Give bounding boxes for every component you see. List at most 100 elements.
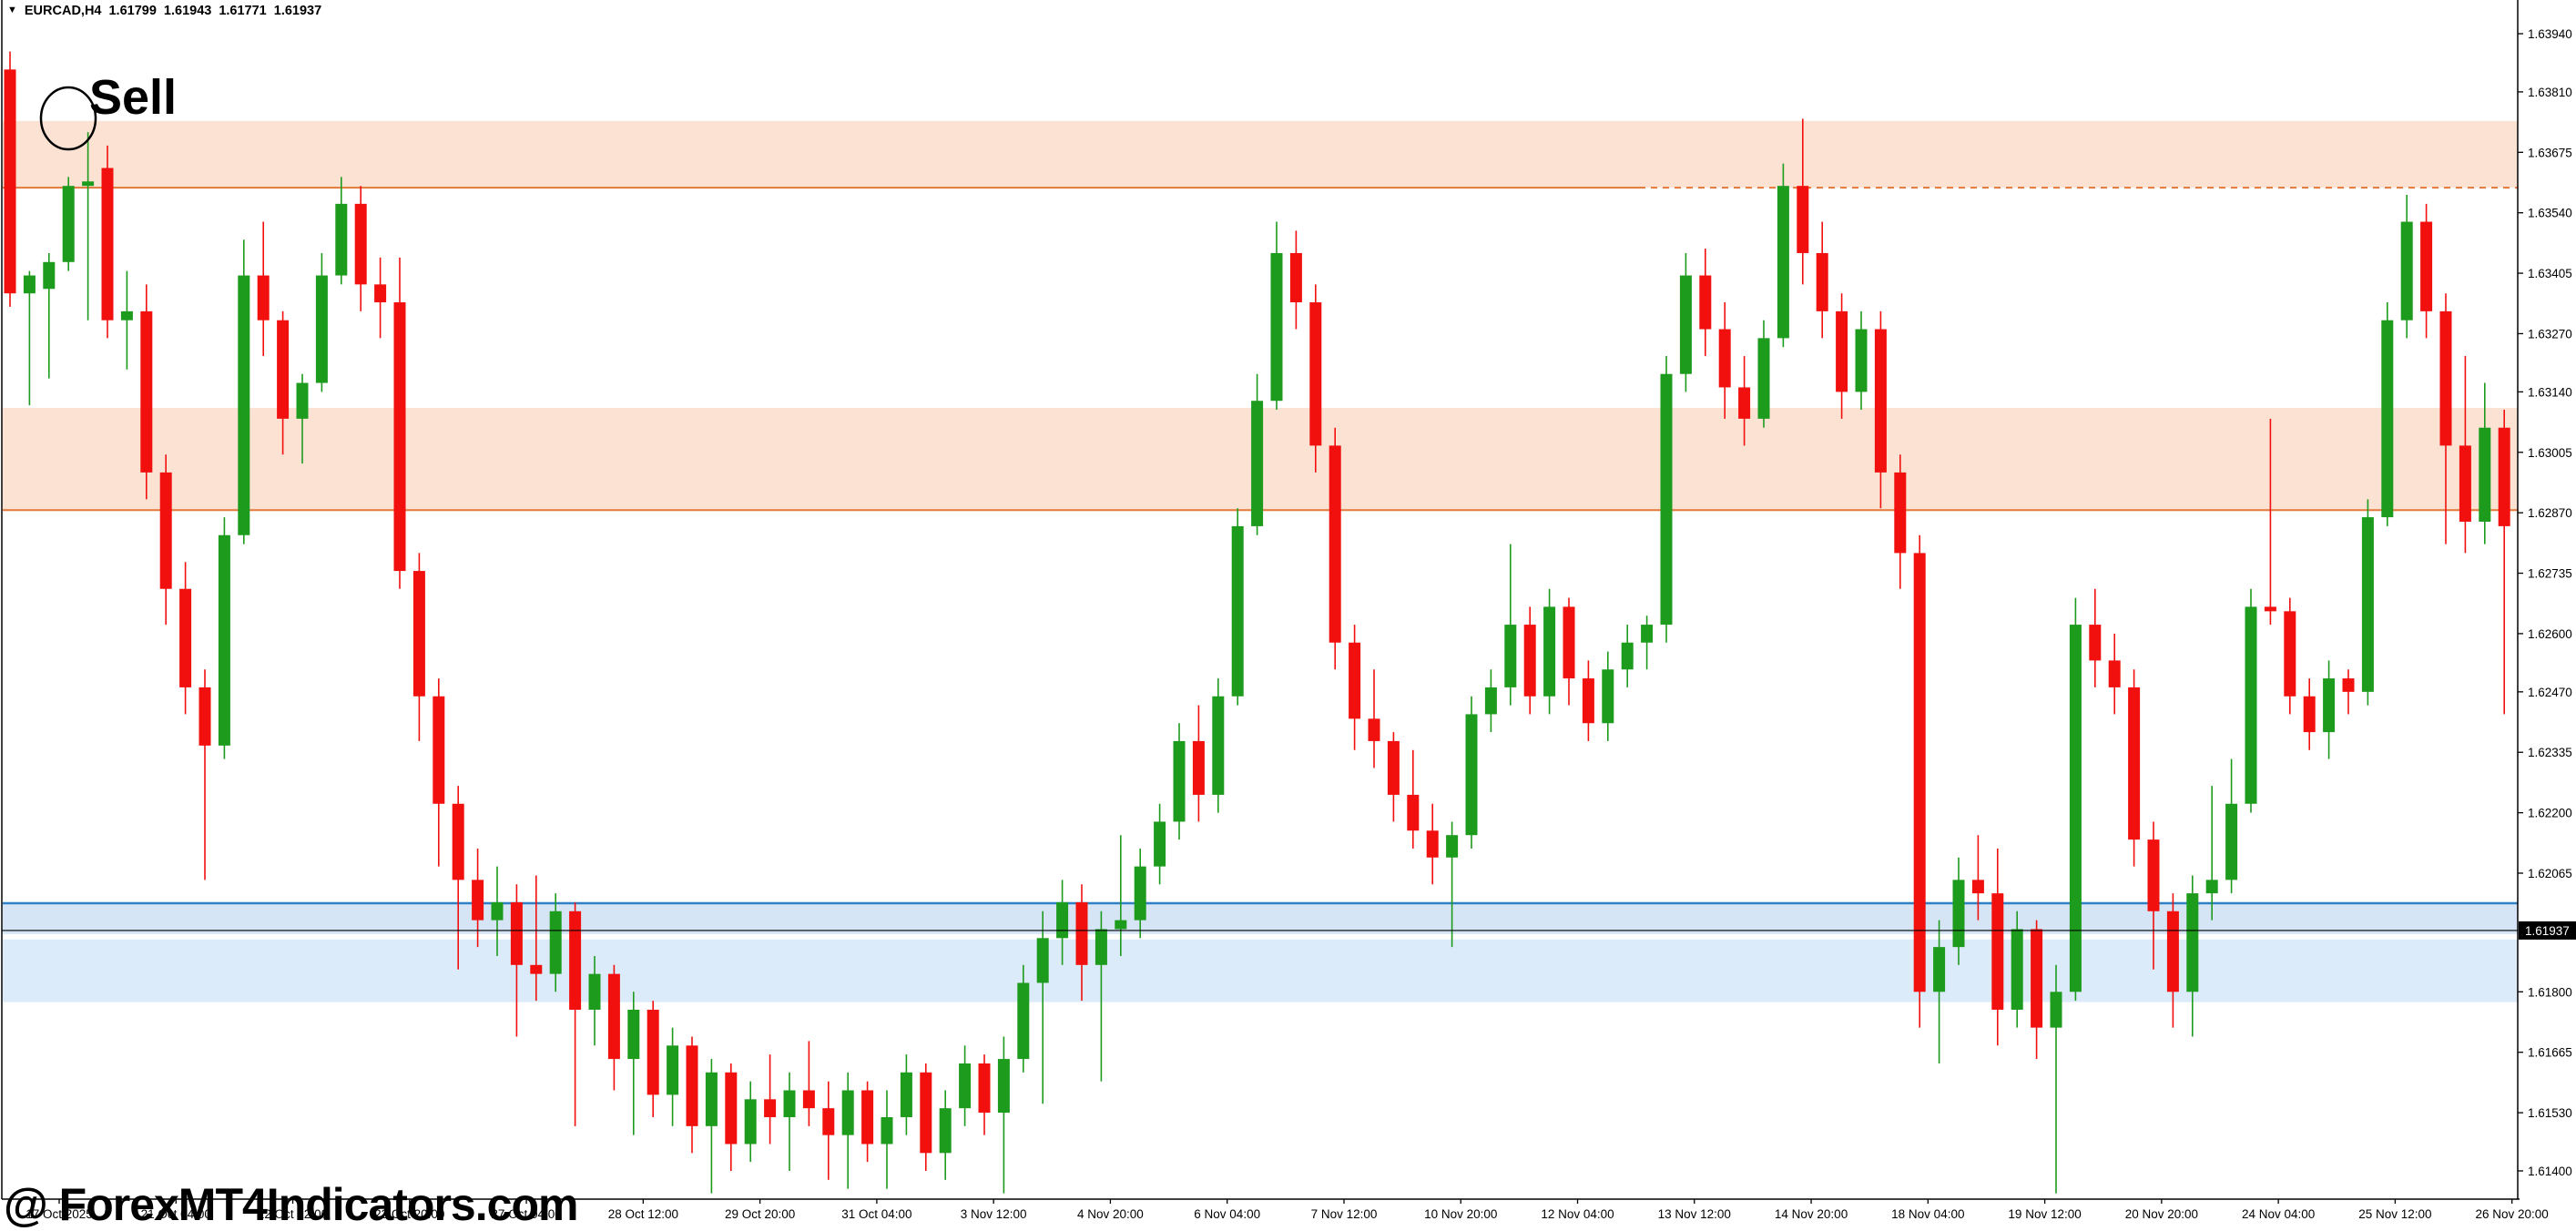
candle-body [2089, 625, 2102, 661]
candle-body [1602, 669, 1614, 724]
candle-body [841, 1090, 854, 1135]
candle-body [1699, 275, 1712, 330]
demand-zone-lower [3, 939, 2518, 1002]
candle-body [920, 1072, 932, 1154]
candle-body [2108, 660, 2121, 687]
candle-body [277, 320, 290, 419]
candle-body [2284, 611, 2296, 697]
candle-body [744, 1099, 757, 1145]
candle-body [783, 1090, 796, 1117]
candle-body [1387, 740, 1400, 795]
candle-body [1991, 893, 2004, 1010]
candle-body [1056, 901, 1069, 939]
ohlc-open: 1.61799 [108, 4, 157, 18]
price-label: 1.61665 [2528, 1046, 2572, 1060]
candle-body [881, 1116, 893, 1145]
candle-body [822, 1108, 835, 1135]
candle-body [199, 687, 211, 746]
candle-body [1582, 678, 1594, 724]
time-label: 28 Oct 12:00 [608, 1207, 678, 1221]
candle-body [2381, 320, 2394, 518]
candle-body [393, 302, 406, 572]
candle-body [647, 1009, 659, 1095]
candle-body [2264, 606, 2276, 612]
demand-zone-upper [3, 902, 2518, 934]
candle-body [1563, 606, 1575, 679]
time-label: 24 Nov 04:00 [2242, 1207, 2315, 1221]
candle-body [686, 1045, 698, 1126]
candle-body [1504, 625, 1517, 687]
candle-body [1933, 947, 1946, 992]
time-label: 22 Oct 12:00 [258, 1207, 328, 1221]
price-label: 1.62065 [2528, 867, 2572, 880]
price-label: 1.61800 [2528, 985, 2572, 999]
candle-body [1115, 920, 1127, 930]
candle-body [1777, 186, 1789, 339]
symbol-dropdown-icon[interactable]: ▼ [7, 5, 17, 15]
candle-body [2205, 880, 2218, 894]
candle-body [1095, 929, 1107, 965]
candle-body [1523, 625, 1536, 697]
candle-body [1329, 445, 1341, 643]
candle-body [1289, 252, 1302, 303]
candle-body [627, 1009, 640, 1060]
time-label: 6 Nov 04:00 [1194, 1207, 1260, 1221]
ohlc-close: 1.61937 [273, 4, 322, 18]
candle-body [354, 203, 367, 285]
candle-body [1309, 302, 1322, 446]
candle-body [2400, 221, 2413, 320]
candle-body [2498, 427, 2510, 526]
candle-body [2479, 427, 2491, 522]
price-label: 1.63005 [2528, 446, 2572, 460]
candle-body [1349, 642, 1361, 719]
time-label: 18 Nov 04:00 [1891, 1207, 1964, 1221]
candle-body [959, 1063, 972, 1109]
candle-body [2342, 678, 2355, 692]
candle-body [802, 1090, 815, 1109]
candle-body [1874, 329, 1887, 473]
candle-body [1075, 901, 1088, 965]
candle-body [179, 588, 192, 687]
candle-body [1641, 625, 1654, 643]
price-label: 1.62200 [2528, 807, 2572, 820]
candle-body [1192, 740, 1205, 795]
price-label: 1.63140 [2528, 385, 2572, 399]
time-label: 26 Nov 20:00 [2476, 1207, 2549, 1221]
price-label: 1.63940 [2528, 27, 2572, 41]
ohlc-high: 1.61943 [163, 4, 212, 18]
candle-body [1757, 338, 1770, 419]
candle-body [491, 901, 504, 921]
time-label: 19 Nov 12:00 [2008, 1207, 2081, 1221]
candle-body [1251, 401, 1264, 526]
candle-body [764, 1099, 777, 1117]
candle-body [1173, 740, 1186, 822]
time-label: 27 Oct 04:00 [491, 1207, 561, 1221]
candle-body [1621, 642, 1634, 670]
sell-annotation-label: Sell [89, 70, 178, 125]
candle-body [159, 472, 172, 589]
symbol-title: EURCAD,H4 [24, 4, 102, 18]
candle-body [1836, 310, 1848, 392]
price-label: 1.62335 [2528, 746, 2572, 759]
time-label: 7 Nov 12:00 [1311, 1207, 1378, 1221]
time-label: 31 Oct 04:00 [841, 1207, 911, 1221]
candle-body [997, 1059, 1010, 1114]
candle-body [2166, 911, 2179, 992]
candle-body [569, 911, 582, 1010]
candle-body [2069, 625, 2082, 992]
candle-body [607, 973, 620, 1060]
candle-body [2128, 687, 2141, 840]
time-label: 20 Nov 20:00 [2125, 1207, 2198, 1221]
time-label: 21 Oct 04:00 [141, 1207, 211, 1221]
candle-body [1855, 329, 1868, 392]
candle-body [1407, 794, 1420, 831]
candle-body [2459, 445, 2471, 522]
price-label: 1.62470 [2528, 686, 2572, 699]
candle-body [588, 973, 601, 1010]
candle-body [1465, 714, 1478, 836]
current-price-tag-label: 1.61937 [2525, 924, 2570, 938]
candle-body [1797, 186, 1809, 253]
candle-body [1212, 696, 1225, 795]
time-label: 12 Nov 04:00 [1541, 1207, 1614, 1221]
